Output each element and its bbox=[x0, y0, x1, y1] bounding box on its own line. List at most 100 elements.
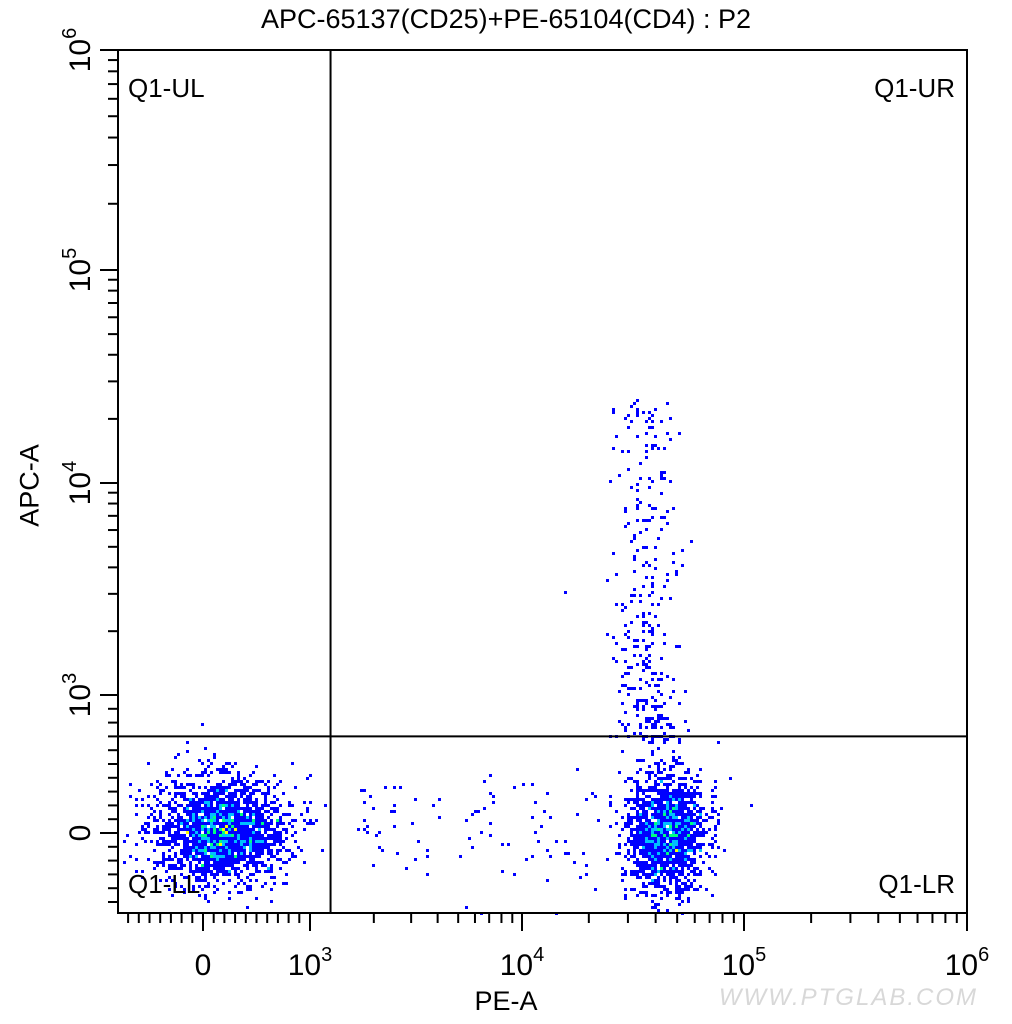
event-dot bbox=[627, 672, 630, 675]
event-dot bbox=[225, 828, 228, 831]
event-dot bbox=[672, 870, 675, 873]
event-dot bbox=[210, 837, 213, 840]
event-dot bbox=[675, 879, 678, 882]
event-dot bbox=[216, 852, 219, 855]
event-dot bbox=[699, 834, 702, 837]
event-dot bbox=[261, 825, 264, 828]
event-dot bbox=[162, 831, 165, 834]
event-dot bbox=[660, 804, 663, 807]
event-dot bbox=[639, 654, 642, 657]
event-dot bbox=[645, 810, 648, 813]
event-dot bbox=[663, 792, 666, 795]
event-dot bbox=[633, 798, 636, 801]
event-dot bbox=[642, 816, 645, 819]
event-dot bbox=[624, 672, 627, 675]
event-dot bbox=[615, 435, 618, 438]
event-dot bbox=[258, 810, 261, 813]
event-dot bbox=[228, 810, 231, 813]
event-dot bbox=[168, 825, 171, 828]
event-dot bbox=[654, 861, 657, 864]
event-dot bbox=[687, 819, 690, 822]
event-dot bbox=[195, 807, 198, 810]
event-dot bbox=[192, 798, 195, 801]
event-dot bbox=[159, 789, 162, 792]
event-dot bbox=[282, 813, 285, 816]
event-dot bbox=[174, 837, 177, 840]
event-dot bbox=[624, 507, 627, 510]
event-dot bbox=[141, 876, 144, 879]
event-dot bbox=[177, 858, 180, 861]
event-dot bbox=[642, 705, 645, 708]
event-dot bbox=[198, 867, 201, 870]
event-dot bbox=[681, 858, 684, 861]
event-dot bbox=[681, 831, 684, 834]
event-dot bbox=[681, 837, 684, 840]
event-dot bbox=[639, 849, 642, 852]
event-dot bbox=[585, 864, 588, 867]
event-dot bbox=[624, 660, 627, 663]
event-dot bbox=[207, 831, 210, 834]
event-dot bbox=[636, 837, 639, 840]
event-dot bbox=[693, 792, 696, 795]
event-dot bbox=[204, 795, 207, 798]
event-dot bbox=[219, 768, 222, 771]
event-dot bbox=[684, 816, 687, 819]
event-dot bbox=[618, 834, 621, 837]
event-dot bbox=[681, 840, 684, 843]
event-dot bbox=[363, 789, 366, 792]
event-dot bbox=[255, 783, 258, 786]
event-dot bbox=[489, 834, 492, 837]
event-dot bbox=[696, 822, 699, 825]
event-dot bbox=[186, 858, 189, 861]
event-dot bbox=[675, 840, 678, 843]
event-dot bbox=[183, 786, 186, 789]
event-dot bbox=[648, 684, 651, 687]
event-dot bbox=[690, 870, 693, 873]
event-dot bbox=[693, 861, 696, 864]
event-dot bbox=[216, 870, 219, 873]
event-dot bbox=[216, 843, 219, 846]
event-dot bbox=[270, 900, 273, 903]
event-dot bbox=[159, 861, 162, 864]
event-dot bbox=[384, 786, 387, 789]
event-dot bbox=[273, 828, 276, 831]
event-dot bbox=[300, 849, 303, 852]
event-dot bbox=[159, 810, 162, 813]
event-dot bbox=[243, 822, 246, 825]
event-dot bbox=[648, 666, 651, 669]
event-dot bbox=[651, 789, 654, 792]
event-dot bbox=[666, 813, 669, 816]
event-dot bbox=[639, 891, 642, 894]
event-dot bbox=[237, 810, 240, 813]
event-dot bbox=[237, 891, 240, 894]
event-dot bbox=[669, 870, 672, 873]
event-dot bbox=[186, 843, 189, 846]
event-dot bbox=[210, 762, 213, 765]
event-dot bbox=[237, 867, 240, 870]
event-dot bbox=[228, 843, 231, 846]
event-dot bbox=[693, 804, 696, 807]
event-dot bbox=[168, 855, 171, 858]
event-dot bbox=[222, 789, 225, 792]
event-dot bbox=[192, 804, 195, 807]
event-dot bbox=[513, 873, 516, 876]
event-dot bbox=[177, 792, 180, 795]
event-dot bbox=[675, 843, 678, 846]
event-dot bbox=[231, 777, 234, 780]
event-dot bbox=[249, 819, 252, 822]
event-dot bbox=[651, 705, 654, 708]
event-dot bbox=[231, 819, 234, 822]
event-dot bbox=[657, 447, 660, 450]
event-dot bbox=[651, 828, 654, 831]
event-dot bbox=[219, 828, 222, 831]
event-dot bbox=[636, 792, 639, 795]
event-dot bbox=[645, 855, 648, 858]
event-dot bbox=[663, 822, 666, 825]
event-dot bbox=[657, 783, 660, 786]
quadrant-label-ul: Q1-UL bbox=[128, 73, 205, 103]
event-dot bbox=[696, 828, 699, 831]
event-dot bbox=[636, 507, 639, 510]
event-dot bbox=[309, 801, 312, 804]
event-dot bbox=[243, 813, 246, 816]
event-dot bbox=[186, 798, 189, 801]
